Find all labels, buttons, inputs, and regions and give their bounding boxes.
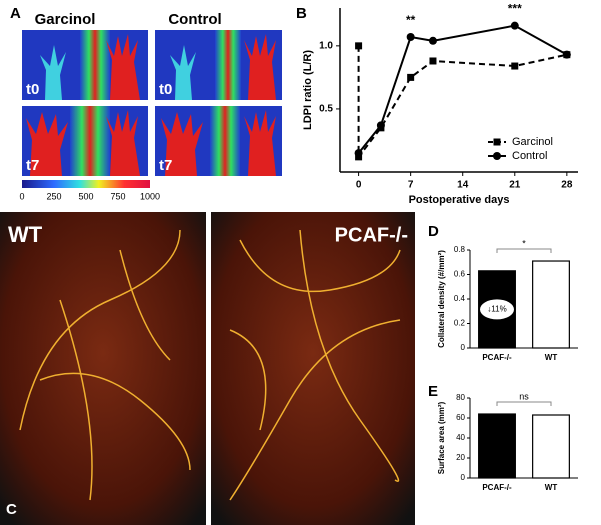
panel-label: B	[296, 5, 307, 22]
marker	[510, 21, 519, 30]
time-label: t7	[159, 157, 172, 174]
y-tick-label: 0.4	[454, 294, 466, 303]
vessels	[19, 229, 401, 501]
bar	[532, 414, 570, 479]
bar-note: ↓11%	[487, 305, 506, 314]
marker	[428, 36, 437, 45]
legend-label: Garcinol	[512, 136, 553, 148]
x-tick-label: 21	[509, 180, 521, 191]
y-axis-label: LDPI ratio (L/R)	[302, 50, 314, 130]
panel-label: D	[428, 223, 439, 240]
image-title: Garcinol	[35, 11, 96, 28]
x-tick-label: 14	[457, 180, 469, 191]
marker	[376, 121, 385, 130]
x-tick-label: PCAF-/-	[482, 353, 512, 362]
colorbar-tick: 750	[110, 191, 125, 201]
image-title: Control	[168, 11, 221, 28]
y-tick-label: 1.0	[319, 40, 333, 51]
legend-label: Control	[512, 150, 547, 162]
x-axis-label: Postoperative days	[409, 194, 510, 206]
y-tick-label: 0.8	[454, 245, 466, 254]
time-label: t0	[159, 81, 172, 98]
significance: ns	[519, 391, 529, 401]
y-tick-label: 0.5	[319, 104, 333, 115]
x-tick-label: 28	[561, 180, 573, 191]
annotation: ***	[508, 1, 522, 15]
x-tick-label: PCAF-/-	[482, 483, 512, 492]
y-tick-label: 80	[456, 393, 465, 402]
x-tick-label: WT	[545, 483, 558, 492]
significance-bracket	[496, 401, 552, 406]
marker	[562, 50, 571, 59]
y-axis-label: Collateral density (#/mm²)	[437, 250, 446, 348]
x-tick-label: 0	[356, 180, 362, 191]
annotation: **	[406, 13, 416, 27]
legend-marker	[493, 152, 501, 160]
brain-image	[0, 212, 206, 525]
marker	[355, 42, 363, 50]
panel-label: A	[10, 5, 21, 22]
colorbar-tick: 1000	[140, 191, 160, 201]
marker	[406, 33, 415, 42]
marker	[429, 57, 437, 65]
y-tick-label: 0	[461, 343, 466, 352]
y-tick-label: 40	[456, 433, 465, 442]
bar	[478, 413, 516, 479]
x-tick-label: WT	[545, 353, 558, 362]
colorbar-tick: 250	[46, 191, 61, 201]
colorbar-tick: 0	[19, 191, 24, 201]
image-label: WT	[8, 222, 43, 247]
significance: *	[522, 238, 526, 248]
panel-label: E	[428, 383, 438, 400]
x-tick-label: 7	[408, 180, 414, 191]
y-tick-label: 20	[456, 453, 465, 462]
y-tick-label: 0	[461, 473, 466, 482]
legend-marker	[493, 138, 501, 146]
y-tick-label: 0.6	[454, 270, 466, 279]
marker	[354, 149, 363, 158]
marker	[407, 73, 415, 81]
marker	[511, 62, 519, 70]
panel-label: C	[6, 501, 17, 518]
note-bubble	[480, 299, 514, 320]
significance-bracket	[496, 248, 552, 254]
y-tick-label: 60	[456, 413, 465, 422]
series-line	[357, 24, 568, 154]
thermal-images	[22, 30, 282, 176]
bar	[532, 260, 570, 349]
image-label: PCAF-/-	[335, 224, 408, 246]
time-label: t0	[26, 81, 39, 98]
time-label: t7	[26, 157, 39, 174]
y-axis-label: Surface area (mm²)	[437, 401, 446, 474]
y-tick-label: 0.2	[454, 319, 466, 328]
colorbar	[22, 180, 150, 188]
colorbar-tick: 500	[78, 191, 93, 201]
